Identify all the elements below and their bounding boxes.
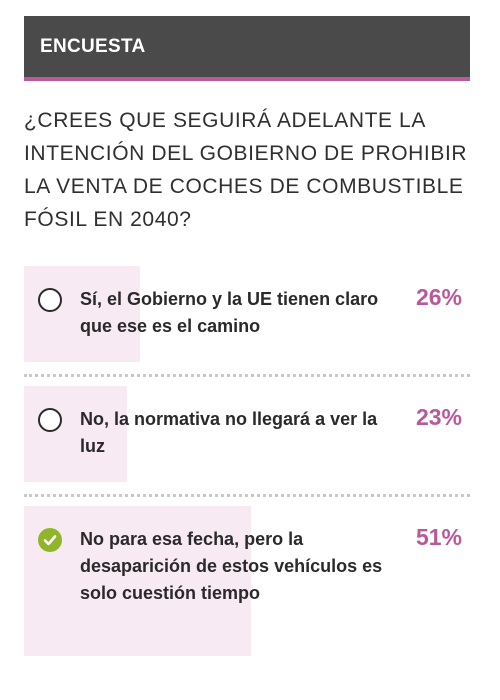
option-percent: 23% bbox=[415, 404, 462, 430]
option-divider bbox=[24, 494, 470, 497]
option-divider bbox=[24, 374, 470, 377]
option-label: No para esa fecha, pero la desaparición … bbox=[80, 529, 383, 603]
option-label: Sí, el Gobierno y la UE tienen claro que… bbox=[80, 289, 379, 336]
option-result-bar bbox=[24, 506, 252, 656]
option-label: No, la normativa no llegará a ver la luz bbox=[80, 409, 378, 456]
radio-empty-icon[interactable] bbox=[38, 288, 62, 312]
option-percent: 51% bbox=[415, 524, 462, 550]
poll-question: ¿CREES QUE SEGUIRÁ ADELANTE LA INTENCIÓN… bbox=[24, 109, 468, 231]
poll-header-title: ENCUESTA bbox=[40, 35, 146, 57]
option-result-bar bbox=[24, 266, 140, 362]
poll-option-2[interactable]: No, la normativa no llegará a ver la luz… bbox=[24, 386, 470, 482]
option-result-bar bbox=[24, 386, 127, 482]
radio-empty-icon[interactable] bbox=[38, 408, 62, 432]
option-percent: 26% bbox=[415, 284, 462, 310]
check-circle-icon[interactable] bbox=[38, 528, 62, 552]
poll-option-1[interactable]: Sí, el Gobierno y la UE tienen claro que… bbox=[24, 266, 470, 362]
poll-option-3[interactable]: No para esa fecha, pero la desaparición … bbox=[24, 506, 470, 656]
poll-header: ENCUESTA bbox=[24, 16, 470, 81]
checkmark-icon bbox=[43, 535, 57, 546]
